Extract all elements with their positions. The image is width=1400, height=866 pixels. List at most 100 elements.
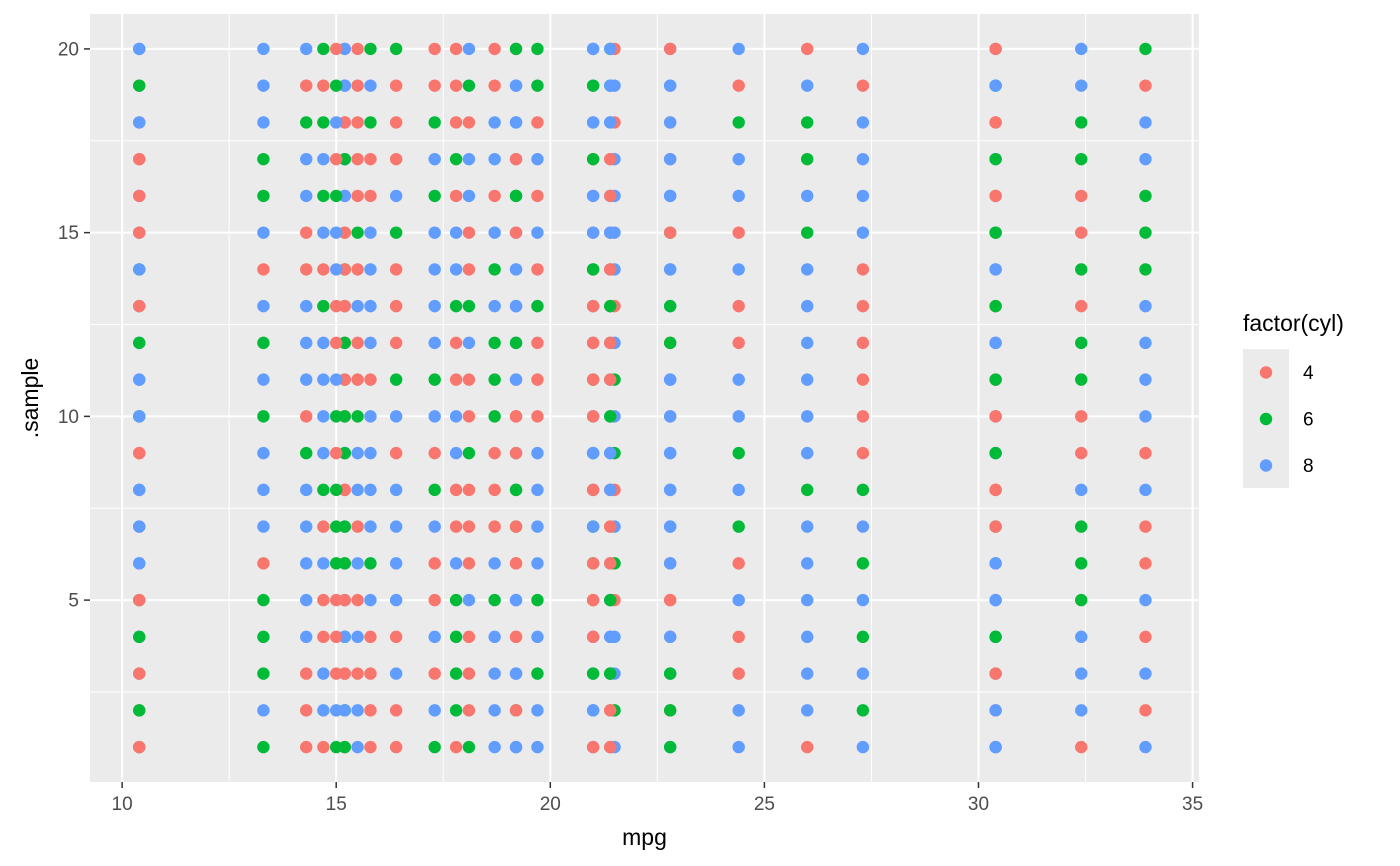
data-point	[509, 263, 523, 276]
data-point	[586, 226, 600, 239]
data-point	[509, 483, 523, 497]
data-point	[509, 520, 523, 533]
data-point	[1139, 483, 1152, 497]
data-point	[801, 42, 814, 56]
data-point	[351, 373, 364, 386]
data-point	[604, 226, 617, 239]
data-point	[801, 336, 814, 350]
data-point	[531, 116, 544, 129]
data-point	[488, 557, 501, 570]
data-point	[389, 152, 403, 166]
data-point	[989, 446, 1002, 460]
data-point	[732, 410, 745, 423]
data-point	[364, 667, 377, 680]
data-point	[462, 520, 476, 533]
data-point	[428, 410, 441, 423]
data-point	[389, 483, 403, 497]
data-point	[531, 226, 544, 239]
data-point	[317, 152, 330, 166]
data-point	[801, 557, 814, 570]
data-point	[364, 189, 377, 203]
data-point	[586, 667, 600, 680]
data-point	[364, 704, 377, 717]
data-point	[1075, 152, 1088, 166]
data-point	[488, 336, 501, 350]
y-tick-label: 20	[58, 39, 79, 60]
data-point	[300, 152, 313, 166]
data-point	[604, 667, 617, 680]
data-point	[531, 299, 544, 313]
data-point	[604, 263, 617, 276]
data-point	[462, 152, 476, 166]
data-point	[586, 483, 600, 497]
data-point	[856, 336, 870, 350]
data-point	[488, 704, 501, 717]
data-point	[531, 593, 544, 607]
data-point	[663, 336, 677, 350]
data-point	[133, 593, 146, 607]
data-point	[364, 116, 377, 129]
data-point	[133, 263, 146, 276]
data-point	[428, 704, 441, 717]
data-point	[488, 152, 501, 166]
data-point	[317, 79, 330, 92]
data-point	[133, 336, 146, 350]
data-point	[801, 630, 814, 644]
data-point	[133, 42, 146, 56]
data-point	[462, 667, 476, 680]
data-point	[663, 740, 677, 754]
data-point	[317, 299, 330, 313]
data-point	[1075, 373, 1088, 386]
data-point	[856, 593, 870, 607]
data-point	[351, 630, 364, 644]
data-point	[389, 704, 403, 717]
data-point	[330, 410, 343, 423]
data-point	[989, 116, 1002, 129]
data-point	[989, 483, 1002, 497]
data-point	[133, 704, 146, 717]
data-point	[257, 299, 270, 313]
data-point	[389, 373, 403, 386]
data-point	[1075, 79, 1088, 92]
data-point	[488, 740, 501, 754]
data-point	[317, 410, 330, 423]
data-point	[531, 152, 544, 166]
data-point	[663, 593, 677, 607]
data-point	[364, 226, 377, 239]
data-point	[604, 189, 617, 203]
data-point	[449, 630, 463, 644]
data-point	[449, 336, 463, 350]
data-point	[604, 410, 617, 423]
data-point	[300, 520, 313, 533]
data-point	[351, 740, 364, 754]
data-point	[338, 189, 351, 203]
data-point	[586, 410, 600, 423]
data-point	[1139, 446, 1152, 460]
data-point	[989, 410, 1002, 423]
data-point	[317, 226, 330, 239]
data-point	[300, 79, 313, 92]
legend-key-6	[1259, 412, 1273, 426]
data-point	[133, 226, 146, 239]
data-point	[338, 116, 351, 129]
data-point	[663, 373, 677, 386]
data-point	[586, 704, 600, 717]
data-point	[351, 226, 364, 239]
points-layer	[133, 42, 1152, 754]
data-point	[330, 299, 343, 313]
data-point	[1075, 410, 1088, 423]
data-point	[1139, 410, 1152, 423]
data-point	[330, 630, 343, 644]
data-point	[449, 704, 463, 717]
data-point	[586, 593, 600, 607]
data-point	[133, 410, 146, 423]
data-point	[351, 116, 364, 129]
data-point	[300, 226, 313, 239]
data-point	[338, 152, 351, 166]
data-point	[317, 630, 330, 644]
data-point	[317, 704, 330, 717]
data-point	[801, 79, 814, 92]
data-point	[462, 189, 476, 203]
data-point	[351, 79, 364, 92]
data-point	[257, 152, 270, 166]
